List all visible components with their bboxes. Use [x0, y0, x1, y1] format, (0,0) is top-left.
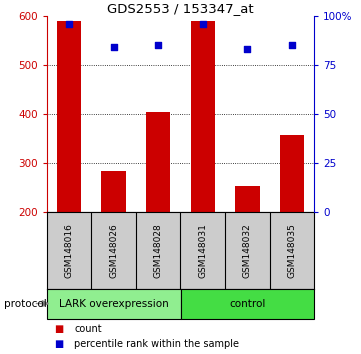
Text: GSM148026: GSM148026	[109, 223, 118, 278]
Point	[200, 21, 206, 27]
Text: ■: ■	[54, 339, 64, 349]
Bar	[279, 135, 304, 212]
Point	[289, 42, 295, 48]
Text: GSM148035: GSM148035	[287, 223, 296, 278]
Text: GSM148032: GSM148032	[243, 223, 252, 278]
Bar	[146, 112, 170, 212]
Bar	[47, 289, 180, 319]
Point	[244, 46, 250, 52]
Point	[111, 45, 117, 50]
Point	[66, 21, 72, 27]
Text: LARK overexpression: LARK overexpression	[59, 298, 169, 309]
Text: GSM148016: GSM148016	[65, 223, 74, 278]
Text: ■: ■	[54, 324, 64, 333]
Text: GSM148028: GSM148028	[154, 223, 163, 278]
Text: control: control	[229, 298, 265, 309]
Bar	[191, 21, 215, 212]
Bar	[235, 186, 260, 212]
Text: count: count	[74, 324, 102, 333]
Point	[155, 42, 161, 48]
Bar	[101, 171, 126, 212]
Text: protocol: protocol	[4, 298, 46, 309]
Bar	[180, 289, 314, 319]
Text: GSM148031: GSM148031	[198, 223, 207, 278]
Bar	[57, 21, 82, 212]
Text: percentile rank within the sample: percentile rank within the sample	[74, 339, 239, 349]
Title: GDS2553 / 153347_at: GDS2553 / 153347_at	[107, 2, 254, 15]
